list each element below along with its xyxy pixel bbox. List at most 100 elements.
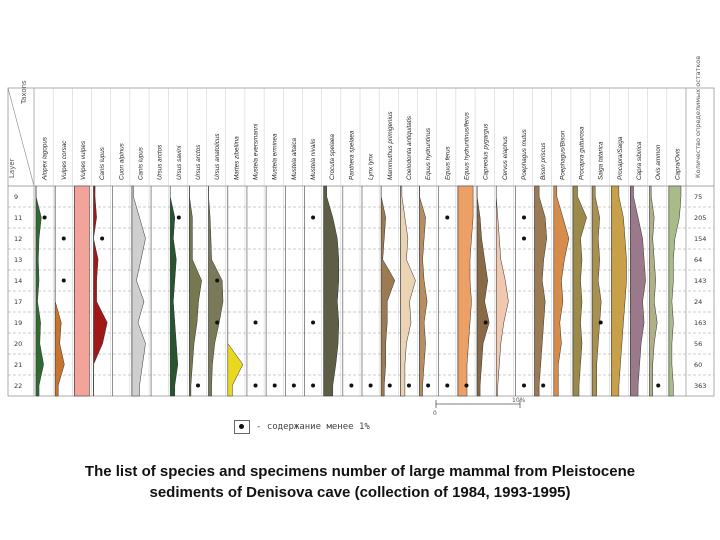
trace-dot [426, 383, 431, 388]
trace-dot [311, 383, 316, 388]
taxon-curve [400, 185, 416, 397]
trace-dot [253, 383, 258, 388]
layer-label: 17 [14, 298, 22, 306]
taxon-label: Coelodonta antiquitatis [406, 115, 413, 180]
taxon-label: Mustela erminea [272, 133, 279, 180]
layer-label: 19 [14, 319, 22, 327]
corner-left-label: Layer [8, 158, 16, 178]
count-label: 143 [694, 277, 706, 285]
trace-dot [176, 215, 181, 220]
taxon-label: Ursus anatolicus [214, 133, 221, 180]
caption-line-1: The list of species and specimens number… [84, 463, 636, 480]
taxon-label: Canis lupus [99, 146, 106, 180]
taxon-curve [649, 185, 658, 397]
taxon-curve [611, 185, 627, 397]
count-label: 75 [694, 193, 702, 201]
taxon-curve [380, 185, 396, 397]
trace-dots [42, 215, 661, 388]
taxon-curve [668, 185, 682, 397]
layer-label: 9 [14, 193, 18, 201]
caption-line-2: sediments of Denisova cave (collection o… [149, 484, 571, 501]
trace-dot [253, 320, 258, 325]
trace-dot [445, 215, 450, 220]
taxon-curve [591, 185, 602, 397]
count-label: 60 [694, 361, 702, 369]
count-label: 205 [694, 214, 706, 222]
count-label: 363 [694, 382, 706, 390]
trace-dot [483, 320, 488, 325]
taxon-label: Panthera spelaea [348, 130, 355, 180]
taxon-label: Vulpes corsac [61, 140, 68, 180]
taxon-curve [74, 185, 90, 397]
legend-marker [234, 420, 250, 434]
taxon-label: Vulpes vulpes [80, 140, 87, 180]
taxon-label: Lynx lynx [368, 153, 375, 180]
taxon-label: Equus hydruntinus [425, 127, 432, 180]
taxon-curve [476, 185, 490, 397]
taxon-label: Ursus arctos [195, 144, 202, 180]
trace-dot [522, 383, 526, 388]
trace-dot [311, 215, 316, 220]
taxon-curve [495, 185, 509, 397]
trace-dot [215, 278, 220, 283]
scale-bar: 0 10% [433, 397, 526, 417]
taxon-curve [419, 185, 428, 397]
trace-dot [61, 278, 66, 283]
taxon-label: Ursus arctos [157, 144, 164, 180]
scale-max: 10% [512, 397, 526, 404]
taxon-curve [208, 185, 224, 397]
trace-dot [215, 320, 220, 325]
scale-zero: 0 [433, 410, 437, 417]
taxon-curve [35, 186, 44, 397]
taxon-label: Martes zibellina [233, 136, 240, 180]
taxon-label: Cuon alpinus [118, 142, 125, 180]
taxon-label: Procapra gutturosa [579, 126, 586, 180]
taxon-curve [131, 185, 146, 397]
grid-lines [7, 87, 715, 397]
taxon-columns [35, 185, 682, 397]
count-label: 64 [694, 256, 702, 264]
taxon-label: Equus hydruntinus/ferus [463, 111, 470, 180]
layer-label: 20 [14, 340, 22, 348]
taxon-curve [169, 185, 179, 397]
trace-dot [61, 236, 66, 241]
layer-label: 12 [14, 235, 22, 243]
trace-dot [464, 383, 469, 388]
layer-label: 13 [14, 256, 22, 264]
layer-label: 22 [14, 382, 22, 390]
taxon-label: Bison priscus [540, 142, 547, 180]
trace-dot [656, 383, 661, 388]
taxon-label: Poephagus mutus [521, 128, 528, 180]
taxon-label: Poephagus/Bison [559, 130, 566, 180]
trace-dot [349, 383, 354, 388]
taxon-curve [457, 185, 474, 397]
legend-text: - содержание менее 1% [256, 422, 370, 432]
taxon-labels: Alopex lagopus Vulpes corsac Vulpes vulpes… [42, 111, 682, 181]
trace-dot [541, 383, 546, 388]
taxon-label: Mammuthus primigenius [387, 111, 394, 180]
taxon-curve [553, 185, 570, 397]
count-label: 24 [694, 298, 702, 306]
taxon-label: Saiga tatarica [598, 141, 605, 180]
trace-dot [100, 236, 105, 241]
trace-dot [272, 383, 277, 388]
count-label: 163 [694, 319, 706, 327]
trace-dot [368, 383, 373, 388]
trace-dot [387, 383, 392, 388]
trace-dot [311, 320, 316, 325]
taxon-label: Canis lupus [137, 146, 144, 180]
taxon-label: Capra/Ovis [674, 148, 681, 180]
count-label: 56 [694, 340, 702, 348]
layer-label: 14 [14, 277, 22, 285]
trace-dot [522, 215, 526, 220]
count-label: 154 [694, 235, 706, 243]
trace-dot [598, 320, 603, 325]
corner-top-label: Taxons [20, 80, 28, 105]
layer-label: 11 [14, 214, 22, 222]
layer-label: 21 [14, 361, 22, 369]
right-header-label: Количество определимых остатков [694, 56, 702, 178]
taxon-curve [189, 185, 202, 397]
trace-dot [291, 383, 296, 388]
trace-dot [406, 383, 411, 388]
taxon-curve [534, 185, 547, 397]
